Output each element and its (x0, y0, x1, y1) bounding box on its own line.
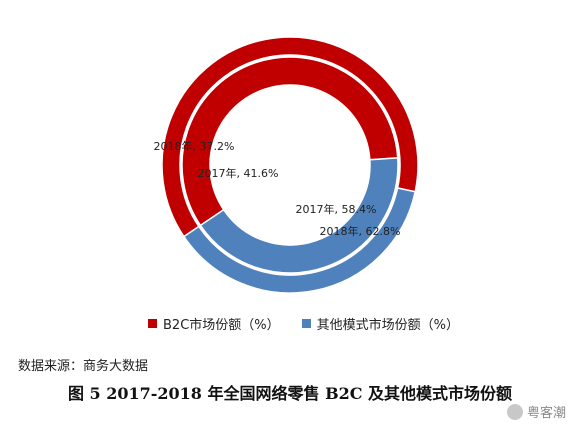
donut-slices (161, 36, 419, 294)
watermark: 粤客潮 (506, 402, 566, 421)
watermark-text: 粤客潮 (526, 406, 566, 421)
legend-item-b2c: B2C市场份额（%） (148, 314, 280, 333)
slice-2017-other (199, 157, 399, 274)
legend-label-other: 其他模式市场份额（%） (316, 318, 459, 333)
slice-2017-b2c (181, 56, 399, 227)
legend-label-b2c: B2C市场份额（%） (163, 318, 280, 333)
figure-caption: 图 5 2017-2018 年全国网络零售 B2C 及其他模式市场份额 (67, 384, 513, 403)
donut-chart: 2017年, 58.4% 2017年, 41.6% 2018年, 62.8% 2018… (154, 36, 419, 294)
legend-swatch-other (301, 319, 311, 328)
legend-swatch-b2c (148, 319, 157, 328)
data-label-2018-other: 2018年, 37.2% (154, 139, 235, 153)
data-source: 数据来源：商务大数据 (18, 359, 149, 374)
wechat-icon (506, 403, 523, 420)
slice-2018-other (182, 187, 417, 294)
legend-item-other: 其他模式市场份额（%） (301, 314, 459, 333)
chart-legend: B2C市场份额（%） 其他模式市场份额（%） (148, 314, 459, 333)
data-label-2017-b2c: 2017年, 58.4% (296, 202, 377, 216)
data-label-2018-b2c: 2018年, 62.8% (320, 224, 401, 238)
donut-labels: 2017年, 58.4% 2017年, 41.6% 2018年, 62.8% 2018… (154, 139, 401, 238)
data-label-2017-other: 2017年, 41.6% (198, 166, 279, 180)
